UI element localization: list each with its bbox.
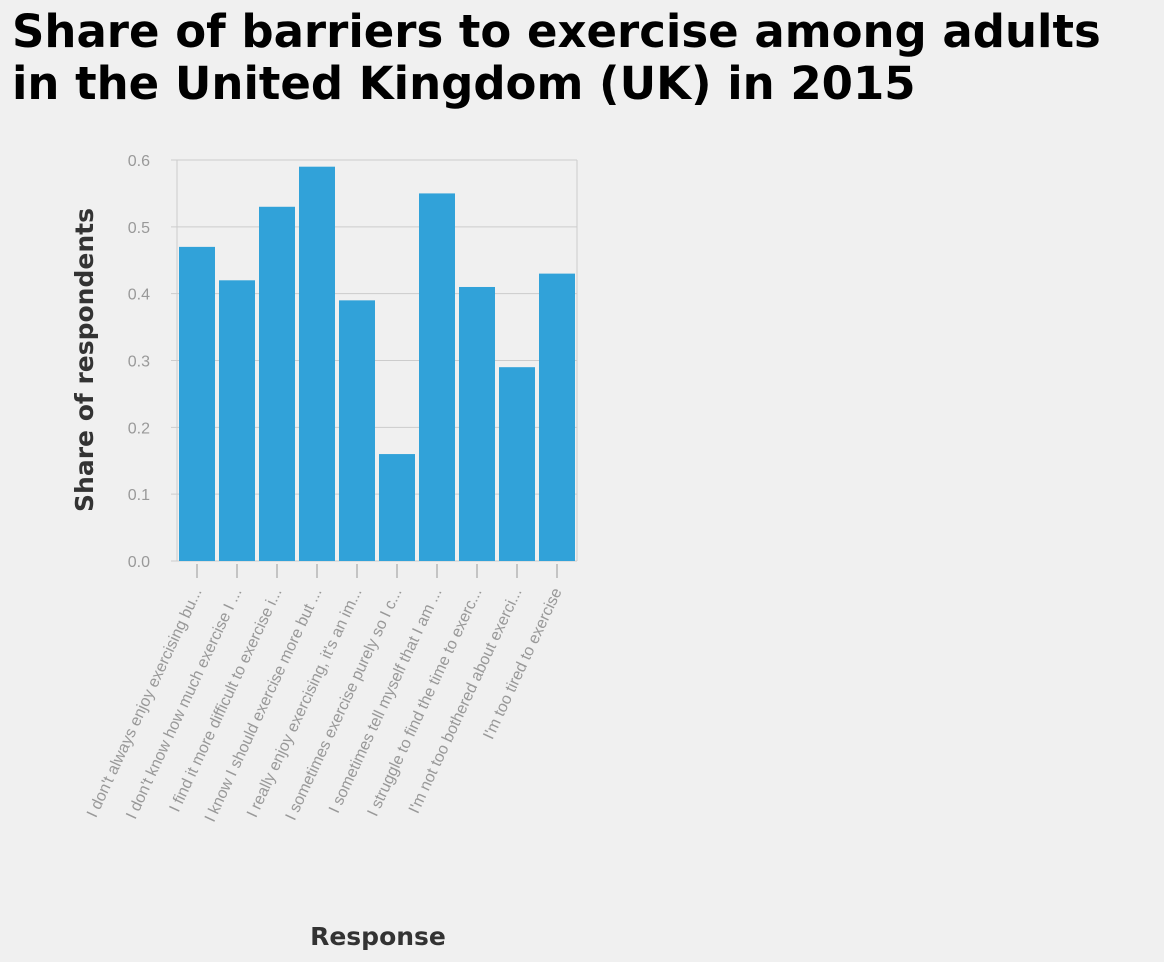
y-axis-title: Share of respondents (70, 208, 99, 512)
bar (299, 166, 335, 561)
bar (339, 300, 375, 561)
chart-title: Share of barriers to exercise among adul… (12, 5, 1101, 110)
y-tick-label: 0.4 (128, 287, 150, 304)
bar (499, 367, 535, 561)
y-tick-label: 0.3 (128, 354, 150, 371)
y-tick-label: 0.5 (128, 220, 150, 237)
bar (379, 454, 415, 561)
bar (459, 286, 495, 561)
y-tick-label: 0.2 (128, 420, 150, 437)
bar (219, 280, 255, 561)
bar (539, 273, 575, 561)
bar (179, 246, 215, 561)
bar (419, 193, 455, 561)
y-tick-label: 0.0 (128, 554, 150, 571)
bars-layer (179, 166, 575, 562)
x-tick-label: I'm too tired to exercise (481, 585, 566, 742)
y-tick-label: 0.1 (128, 487, 150, 504)
x-axis-title: Response (310, 922, 446, 951)
bar (259, 206, 295, 562)
y-tick-label: 0.6 (128, 153, 150, 170)
